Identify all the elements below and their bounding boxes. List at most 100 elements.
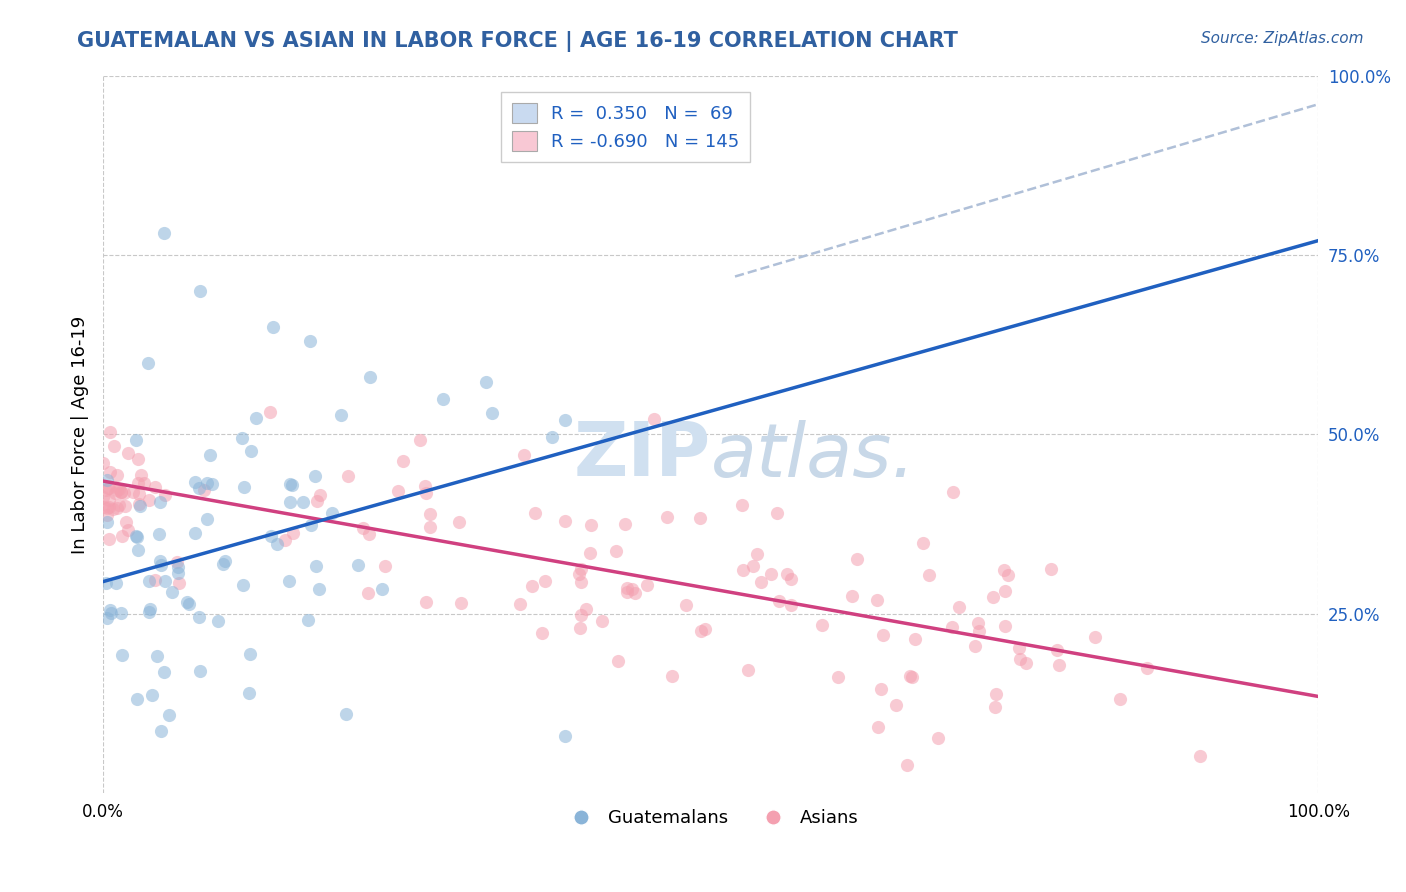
Point bbox=[104, 576, 127, 591]
Point bbox=[866, 593, 889, 607]
Point bbox=[98, 465, 121, 479]
Point bbox=[308, 582, 330, 597]
Point bbox=[138, 356, 160, 370]
Point bbox=[125, 434, 148, 448]
Point bbox=[731, 498, 754, 512]
Point bbox=[308, 488, 330, 502]
Point bbox=[636, 578, 658, 592]
Point bbox=[134, 476, 156, 491]
Point bbox=[97, 500, 120, 515]
Point bbox=[661, 668, 683, 682]
Point bbox=[96, 576, 118, 591]
Point bbox=[870, 682, 893, 697]
Point bbox=[297, 613, 319, 627]
Point bbox=[509, 598, 531, 612]
Point bbox=[152, 665, 174, 679]
Point bbox=[274, 533, 297, 547]
Legend: Guatemalans, Asians: Guatemalans, Asians bbox=[555, 802, 866, 835]
Point bbox=[107, 483, 129, 497]
Point bbox=[337, 468, 360, 483]
Point bbox=[231, 577, 253, 591]
Point bbox=[105, 468, 128, 483]
Point bbox=[374, 558, 396, 573]
Point bbox=[911, 536, 934, 550]
Point bbox=[571, 607, 593, 622]
Point bbox=[993, 564, 1015, 578]
Point bbox=[240, 443, 263, 458]
Point bbox=[100, 425, 122, 439]
Point bbox=[554, 514, 576, 528]
Point bbox=[675, 598, 697, 612]
Point bbox=[129, 500, 152, 514]
Point bbox=[569, 562, 592, 576]
Point bbox=[103, 439, 125, 453]
Point bbox=[868, 720, 890, 734]
Point bbox=[963, 639, 986, 653]
Point bbox=[207, 614, 229, 628]
Point bbox=[110, 484, 132, 499]
Point bbox=[96, 501, 118, 516]
Point bbox=[278, 495, 301, 509]
Point bbox=[614, 516, 637, 531]
Point bbox=[1136, 660, 1159, 674]
Point bbox=[969, 624, 991, 639]
Text: ZIP: ZIP bbox=[574, 419, 710, 492]
Point bbox=[901, 670, 924, 684]
Point bbox=[110, 484, 132, 499]
Point bbox=[948, 600, 970, 615]
Point bbox=[1045, 642, 1067, 657]
Point bbox=[841, 590, 863, 604]
Point bbox=[1084, 630, 1107, 644]
Point bbox=[212, 557, 235, 571]
Point bbox=[111, 648, 134, 663]
Point bbox=[155, 488, 177, 502]
Point bbox=[554, 413, 576, 427]
Point bbox=[97, 482, 120, 496]
Point bbox=[655, 510, 678, 524]
Point bbox=[731, 563, 754, 577]
Point bbox=[198, 448, 221, 462]
Point bbox=[214, 554, 236, 568]
Point bbox=[605, 544, 627, 558]
Point bbox=[966, 616, 988, 631]
Point bbox=[239, 648, 262, 662]
Point bbox=[266, 536, 288, 550]
Point bbox=[108, 482, 131, 496]
Text: atlas.: atlas. bbox=[710, 420, 915, 492]
Point bbox=[195, 511, 218, 525]
Point bbox=[127, 542, 149, 557]
Point bbox=[554, 729, 576, 743]
Point bbox=[621, 582, 644, 597]
Point bbox=[779, 598, 801, 612]
Point bbox=[94, 483, 117, 497]
Point bbox=[167, 575, 190, 590]
Point bbox=[129, 467, 152, 482]
Point bbox=[291, 495, 314, 509]
Point bbox=[575, 601, 598, 615]
Point bbox=[157, 708, 180, 723]
Point bbox=[896, 757, 918, 772]
Point bbox=[335, 707, 357, 722]
Point bbox=[569, 575, 592, 590]
Point bbox=[520, 579, 543, 593]
Point bbox=[776, 566, 799, 581]
Point bbox=[138, 492, 160, 507]
Point bbox=[689, 511, 711, 525]
Point bbox=[759, 567, 782, 582]
Point bbox=[524, 506, 547, 520]
Point bbox=[371, 582, 394, 596]
Point bbox=[101, 501, 124, 516]
Point bbox=[737, 663, 759, 677]
Point bbox=[117, 523, 139, 537]
Point bbox=[176, 595, 198, 609]
Point bbox=[104, 485, 127, 500]
Text: GUATEMALAN VS ASIAN IN LABOR FORCE | AGE 16-19 CORRELATION CHART: GUATEMALAN VS ASIAN IN LABOR FORCE | AGE… bbox=[77, 31, 959, 53]
Point bbox=[745, 547, 768, 561]
Point bbox=[994, 583, 1017, 598]
Point bbox=[96, 515, 118, 529]
Point bbox=[353, 521, 375, 535]
Point bbox=[810, 617, 832, 632]
Point bbox=[1188, 749, 1211, 764]
Point bbox=[107, 501, 129, 516]
Point bbox=[238, 686, 260, 700]
